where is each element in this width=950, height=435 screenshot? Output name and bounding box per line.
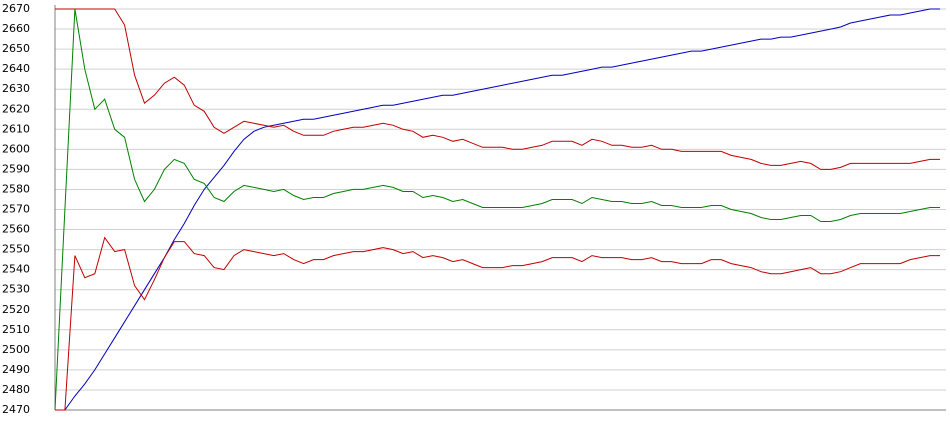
series-line	[55, 8, 940, 170]
y-tick-label: 2500	[2, 343, 30, 356]
y-tick-label: 2610	[2, 122, 30, 135]
y-tick-label: 2510	[2, 323, 30, 336]
series-line	[55, 8, 940, 411]
y-tick-label: 2660	[2, 22, 30, 35]
y-tick-label: 2490	[2, 363, 30, 376]
y-tick-label: 2600	[2, 142, 30, 155]
y-tick-label: 2560	[2, 223, 30, 236]
y-tick-label: 2540	[2, 263, 30, 276]
y-tick-label: 2480	[2, 383, 30, 396]
y-tick-label: 2470	[2, 403, 30, 416]
y-tick-label: 2530	[2, 283, 30, 296]
y-tick-label: 2580	[2, 182, 30, 195]
y-tick-label: 2650	[2, 42, 30, 55]
y-tick-label: 2570	[2, 203, 30, 216]
y-tick-label: 2550	[2, 243, 30, 256]
y-tick-label: 2620	[2, 102, 30, 115]
series-line	[54, 8, 940, 411]
y-tick-label: 2630	[2, 82, 30, 95]
y-tick-label: 2640	[2, 62, 30, 75]
y-tick-label: 2590	[2, 162, 30, 175]
y-tick-label: 2520	[2, 303, 30, 316]
y-tick-label: 2670	[2, 2, 30, 15]
series-line	[55, 236, 940, 411]
